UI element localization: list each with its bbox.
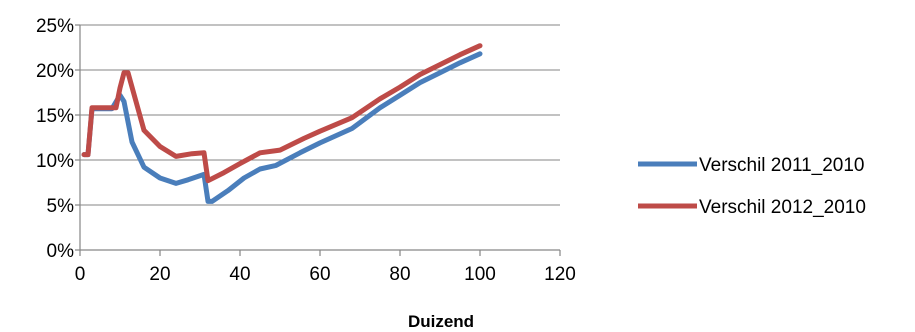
series-line-2	[81, 43, 483, 184]
legend: Verschil 2011_2010 Verschil 2012_2010	[638, 155, 866, 218]
x-tick-label: 0	[75, 264, 86, 285]
x-tick-label: 100	[464, 264, 496, 285]
legend-label-1: Verschil 2011_2010	[699, 155, 865, 176]
gridlines	[80, 24, 560, 206]
x-tick-label: 40	[229, 264, 250, 285]
y-tick-label: 20%	[36, 61, 74, 82]
tick-labels: 0% 5% 10% 15% 20% 25% 0 20 40 60 80 100 120	[36, 16, 576, 285]
axes	[75, 24, 561, 256]
x-tick-label: 60	[309, 264, 330, 285]
series	[81, 43, 483, 204]
y-tick-label: 0%	[47, 241, 75, 262]
x-tick-label: 20	[149, 264, 170, 285]
legend-label-2: Verschil 2012_2010	[699, 197, 866, 218]
x-tick-label: 120	[544, 264, 576, 285]
y-tick-label: 5%	[47, 196, 75, 217]
x-tick-label: 80	[389, 264, 410, 285]
y-tick-label: 15%	[36, 106, 74, 127]
x-axis-title: Duizend	[408, 312, 474, 331]
y-tick-label: 25%	[36, 16, 74, 37]
y-tick-label: 10%	[36, 151, 74, 172]
